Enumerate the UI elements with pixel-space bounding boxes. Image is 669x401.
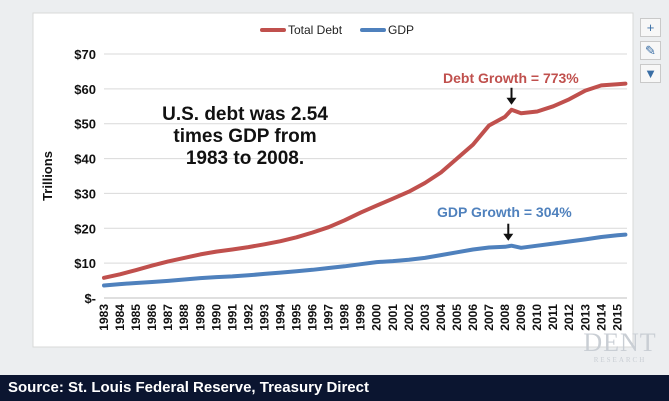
y-tick-label-70: $70 <box>74 47 96 62</box>
x-tick-label-2015: 2015 <box>610 304 624 331</box>
debt-growth-label: Debt Growth = 773% <box>443 70 579 86</box>
annotation-main-line-2: 1983 to 2008. <box>186 148 304 169</box>
source-text: Source: St. Louis Federal Reserve, Treas… <box>8 379 369 396</box>
series-line-total-debt <box>102 81 628 280</box>
x-tick-label-2002: 2002 <box>402 304 416 331</box>
y-tick-label-30: $30 <box>74 186 96 201</box>
x-tick-label-2001: 2001 <box>386 304 400 331</box>
y-tick-label-60: $60 <box>74 82 96 97</box>
x-tick-label-1991: 1991 <box>225 304 239 331</box>
source-footer: Source: St. Louis Federal Reserve, Treas… <box>0 375 669 401</box>
x-tick-label-2014: 2014 <box>594 304 608 331</box>
x-tick-label-1985: 1985 <box>129 304 143 331</box>
x-tick-label-2007: 2007 <box>482 304 496 331</box>
logo-tagline: RESEARCH <box>593 356 647 364</box>
gdp-growth-arrow-head <box>503 233 514 241</box>
debt-growth-arrow-head <box>506 97 517 105</box>
x-tick-label-2003: 2003 <box>418 304 432 331</box>
x-tick-label-1998: 1998 <box>338 304 352 331</box>
x-tick-label-1987: 1987 <box>161 304 175 331</box>
x-tick-label-1990: 1990 <box>209 304 223 331</box>
chart-style-button[interactable]: ✎ <box>640 41 661 60</box>
y-axis-title: Trillions <box>40 151 55 201</box>
x-tick-label-2012: 2012 <box>562 304 576 331</box>
x-tick-label-1996: 1996 <box>306 304 320 331</box>
x-tick-label-1986: 1986 <box>145 304 159 331</box>
x-tick-label-2010: 2010 <box>530 304 544 331</box>
chart-filter-button[interactable]: ▼ <box>640 64 661 83</box>
y-tick-label-40: $40 <box>74 152 96 167</box>
x-tick-label-1983: 1983 <box>97 304 111 331</box>
x-tick-label-2011: 2011 <box>546 304 560 330</box>
x-tick-label-1994: 1994 <box>273 304 287 331</box>
x-tick-label-1984: 1984 <box>113 304 127 331</box>
add-chart-element-button[interactable]: + <box>640 18 661 37</box>
legend-label-0: Total Debt <box>288 23 343 37</box>
x-tick-label-1992: 1992 <box>241 304 255 331</box>
x-tick-label-2000: 2000 <box>370 304 384 331</box>
y-tick-label-50: $50 <box>74 117 96 132</box>
gdp-growth-label: GDP Growth = 304% <box>437 204 572 220</box>
x-tick-label-2009: 2009 <box>514 304 528 331</box>
x-tick-label-2006: 2006 <box>466 304 480 331</box>
x-tick-label-2005: 2005 <box>450 304 464 331</box>
annotation-main-line-0: U.S. debt was 2.54 <box>162 104 328 125</box>
legend-label-1: GDP <box>388 23 414 37</box>
y-tick-label-0: $- <box>84 291 96 306</box>
dent-research-logo: DENT RESEARCH <box>575 328 665 365</box>
x-tick-label-1988: 1988 <box>177 304 191 331</box>
x-tick-label-2004: 2004 <box>434 304 448 331</box>
x-tick-label-1993: 1993 <box>257 304 271 331</box>
x-tick-label-2008: 2008 <box>498 304 512 331</box>
annotation-main-line-1: times GDP from <box>173 126 316 147</box>
chart-area <box>32 12 634 348</box>
y-tick-label-20: $20 <box>74 221 96 236</box>
x-tick-label-1995: 1995 <box>290 304 304 331</box>
x-tick-label-2013: 2013 <box>578 304 592 331</box>
series-line-gdp <box>102 232 628 288</box>
x-tick-label-1997: 1997 <box>322 304 336 331</box>
y-tick-label-10: $10 <box>74 256 96 271</box>
x-tick-label-1989: 1989 <box>193 304 207 331</box>
x-tick-label-1999: 1999 <box>354 304 368 331</box>
logo-name: DENT <box>583 328 657 357</box>
